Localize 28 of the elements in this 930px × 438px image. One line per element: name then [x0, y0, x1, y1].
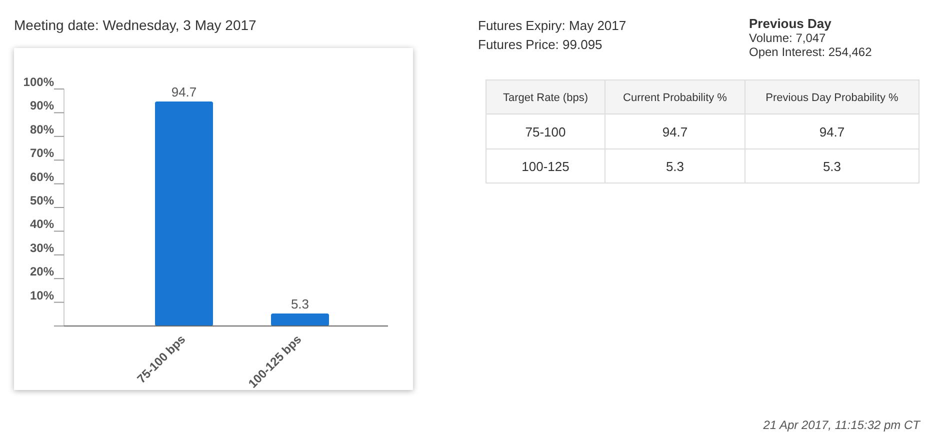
data-label: 94.7 [171, 84, 197, 100]
y-tick-label: 40% [30, 217, 54, 232]
y-tick-label: 30% [30, 240, 54, 255]
y-tick-label: 50% [30, 194, 54, 208]
text: Current Probability % [623, 92, 728, 104]
text: Futures Price: 99.095 [478, 37, 602, 52]
data-label: 94.7 [662, 124, 688, 140]
y-tick-label: 10% [30, 288, 54, 302]
text: Volume: 7,047 [749, 31, 826, 45]
y-tick-label: 100% [23, 75, 54, 89]
data-label: 5.3 [822, 159, 842, 174]
y-tick-label: 60% [30, 170, 54, 184]
text: Open Interest: 254,462 [749, 45, 872, 59]
y-tick-label: 20% [30, 264, 54, 279]
text: Previous Day Probability % [766, 92, 899, 104]
category-label: 100-125 [522, 159, 570, 174]
text: Futures Expiry: May 2017 [478, 18, 626, 33]
data-label: 5.3 [290, 296, 310, 312]
text: Target Rate (bps) [503, 92, 588, 104]
y-tick-label: 80% [30, 122, 54, 136]
y-tick-label: 90% [30, 98, 54, 113]
data-label: 5.3 [666, 159, 684, 174]
text: Previous Day [749, 16, 832, 31]
category-label: 75-100 [525, 124, 566, 140]
data-label: 94.7 [819, 124, 845, 140]
y-tick-label: 70% [30, 146, 54, 160]
chart-title: Meeting date: Wednesday, 3 May 2017 [14, 17, 257, 33]
text: 21 Apr 2017, 11:15:32 pm CT [762, 418, 922, 432]
